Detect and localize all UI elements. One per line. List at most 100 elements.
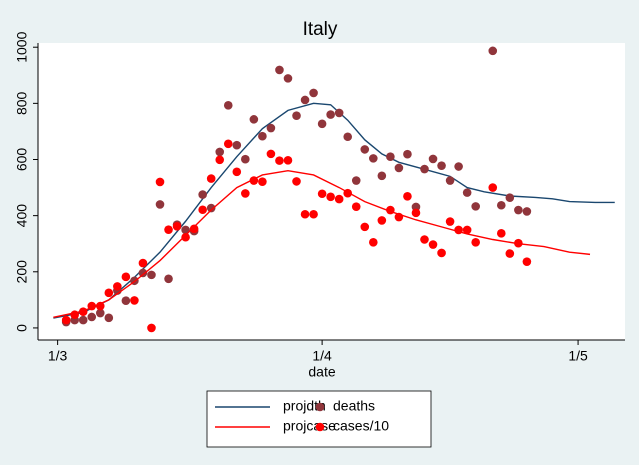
data-point: [95, 308, 105, 318]
data-point: [206, 174, 216, 183]
data-point: [78, 315, 88, 325]
data-point: [121, 272, 131, 282]
data-point: [369, 154, 378, 163]
data-point: [351, 202, 361, 211]
data-point: [411, 202, 421, 212]
data-point: [300, 209, 310, 219]
data-point: [326, 192, 335, 202]
data-point: [420, 235, 429, 244]
data-point: [113, 282, 122, 291]
data-point: [249, 115, 259, 124]
legend-swatch: [315, 402, 325, 412]
data-point: [411, 208, 421, 218]
y-tick-label: 0: [14, 324, 30, 332]
data-point: [104, 313, 114, 323]
series-line: [53, 170, 591, 318]
data-point: [292, 177, 301, 186]
data-point: [454, 162, 463, 171]
data-point: [369, 238, 378, 247]
data-point: [95, 301, 105, 311]
data-point: [471, 202, 480, 211]
y-tick-label: 200: [14, 260, 30, 284]
data-point: [241, 154, 250, 164]
data-point: [462, 225, 472, 235]
data-point: [130, 296, 139, 305]
data-point: [258, 177, 267, 186]
legend-label: cases/10: [333, 418, 389, 434]
data-point: [223, 139, 233, 149]
chart-title: Italy: [303, 19, 338, 40]
data-point: [181, 225, 190, 235]
data-point: [317, 119, 327, 129]
x-tick-label: 1/3: [48, 348, 68, 364]
data-point: [377, 216, 387, 225]
data-point: [496, 200, 506, 210]
data-point: [275, 65, 284, 75]
data-point: [283, 74, 293, 83]
data-point: [138, 268, 148, 278]
data-point: [386, 205, 395, 215]
data-point: [377, 171, 387, 181]
legend-box: [206, 390, 432, 448]
data-point: [70, 310, 79, 320]
data-point: [147, 270, 156, 280]
data-point: [488, 46, 498, 56]
data-point: [78, 307, 88, 316]
data-point: [121, 296, 131, 305]
data-point: [360, 222, 370, 232]
data-point: [403, 191, 412, 201]
data-point: [198, 205, 207, 215]
data-point: [334, 194, 344, 204]
series-line: [53, 102, 615, 319]
data-point: [138, 258, 148, 268]
data-point: [488, 183, 498, 192]
data-point: [386, 152, 395, 161]
data-point: [198, 190, 207, 199]
data-point: [437, 248, 446, 258]
data-point: [334, 108, 344, 118]
data-point: [522, 257, 532, 266]
x-tick-label: 1/5: [568, 348, 588, 364]
data-point: [172, 222, 182, 231]
data-point: [155, 177, 165, 187]
data-point: [258, 131, 267, 141]
data-point: [394, 212, 404, 222]
legend-label: projcase: [283, 418, 336, 434]
data-point: [292, 111, 301, 121]
data-point: [164, 225, 173, 234]
data-point: [266, 123, 276, 133]
data-point: [181, 232, 190, 242]
data-point: [317, 189, 327, 199]
data-point: [87, 312, 97, 322]
data-point: [275, 156, 284, 165]
data-point: [189, 224, 199, 234]
data-point: [300, 95, 310, 105]
data-point: [266, 149, 276, 159]
y-tick-label: 1000: [14, 31, 30, 62]
data-point: [249, 176, 259, 185]
data-point: [471, 238, 480, 247]
data-point: [87, 301, 97, 311]
data-point: [420, 164, 429, 174]
data-point: [147, 323, 156, 333]
data-point: [514, 205, 523, 215]
legend-label: deaths: [333, 398, 375, 414]
data-point: [232, 140, 242, 150]
data-point: [351, 176, 361, 185]
data-point: [309, 209, 318, 219]
data-point: [343, 188, 353, 198]
x-axis-label: date: [308, 364, 335, 380]
data-point: [164, 274, 173, 284]
y-tick-label: 600: [14, 148, 30, 172]
data-point: [454, 225, 463, 235]
data-point: [360, 145, 370, 154]
plot-area: [38, 43, 625, 340]
data-point: [505, 193, 515, 202]
data-point: [283, 156, 293, 165]
legend-label: projdth: [283, 398, 326, 414]
y-tick-label: 800: [14, 91, 30, 115]
data-point: [232, 167, 242, 177]
data-point: [505, 249, 515, 258]
data-point: [309, 88, 318, 98]
